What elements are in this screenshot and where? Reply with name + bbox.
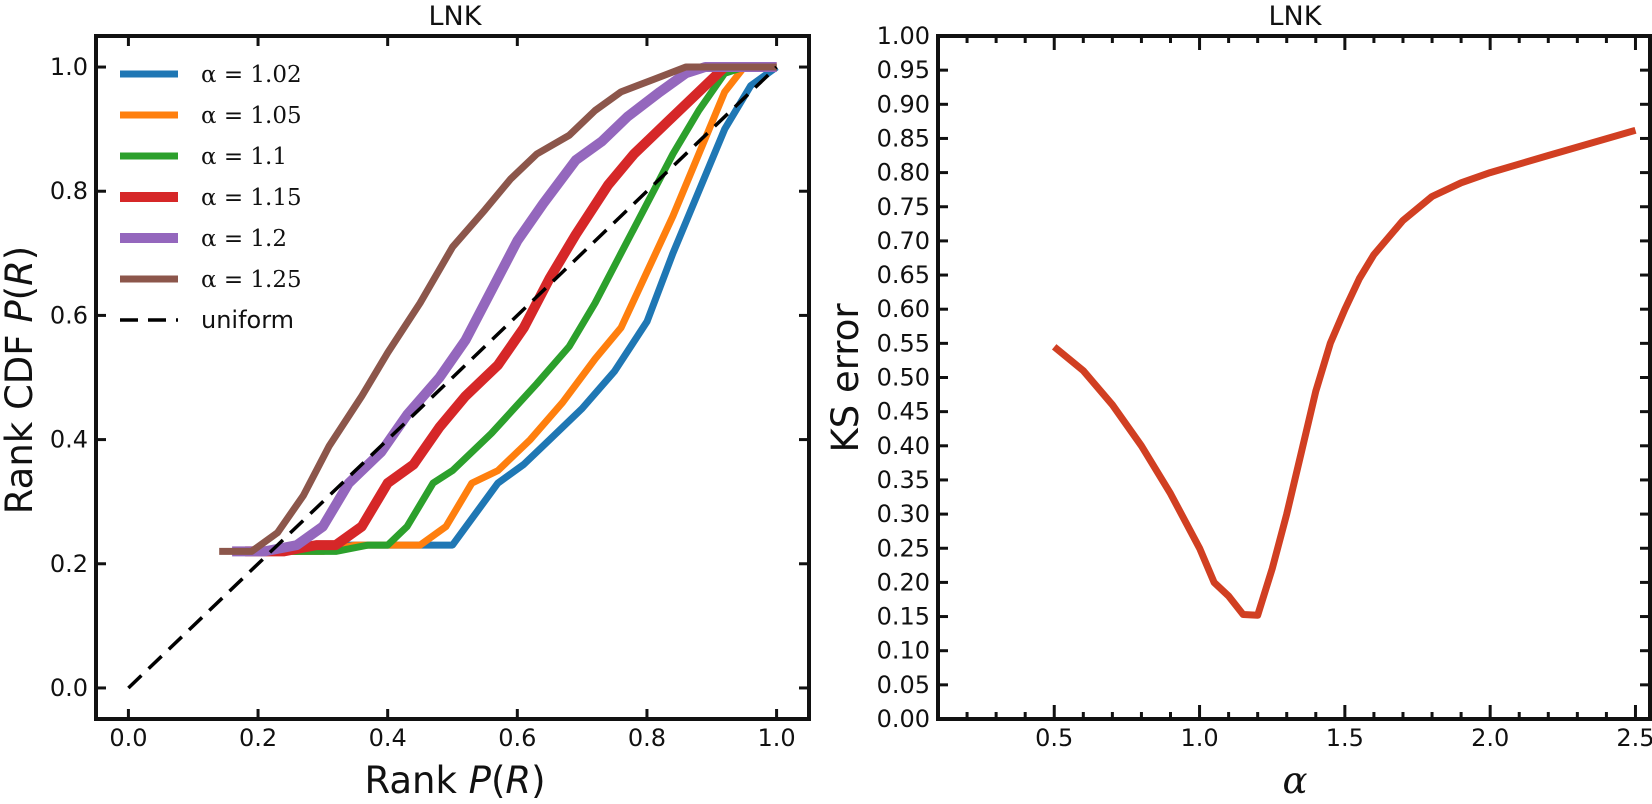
right-x-tick-label: 0.5 — [1035, 724, 1073, 752]
right-y-tick-label: 0.35 — [877, 466, 930, 494]
right-y-tick-label: 0.55 — [877, 329, 930, 357]
left-y-axis-label: Rank CDF P(R) — [0, 246, 41, 514]
right-x-tick-label: 1.0 — [1180, 724, 1218, 752]
right-y-tick-label: 0.20 — [877, 568, 930, 596]
left-xlabel-r: R — [505, 759, 531, 802]
right-y-tick-label: 0.70 — [877, 227, 930, 255]
left-y-tick-label: 0.4 — [50, 426, 88, 454]
legend-label-6: uniform — [201, 306, 294, 334]
right-y-tick-label: 0.30 — [877, 500, 930, 528]
left-y-tick-label: 0.0 — [50, 674, 88, 702]
left-series-line-2 — [271, 63, 777, 555]
right-y-tick-label: 0.05 — [877, 671, 930, 699]
legend-label-2: α = 1.1 — [201, 144, 287, 170]
left-xlabel-paren-open: ( — [491, 759, 505, 802]
left-series-line-5 — [219, 63, 777, 555]
right-x-axis-label: α — [1283, 759, 1308, 802]
right-plot-frame — [936, 34, 1652, 721]
right-y-tick-label: 0.40 — [877, 432, 930, 460]
left-xlabel-prefix: Rank — [364, 759, 468, 802]
right-y-tick-label: 0.85 — [877, 124, 930, 152]
left-x-tick-label: 0.8 — [628, 724, 666, 752]
right-y-tick-label: 0.60 — [877, 295, 930, 323]
right-y-tick-label: 0.45 — [877, 398, 930, 426]
left-y-tick-label: 0.6 — [50, 301, 88, 329]
left-plot-frame — [94, 34, 811, 721]
right-y-tick-label: 0.95 — [877, 56, 930, 84]
right-y-tick-label: 1.00 — [877, 22, 930, 50]
left-x-tick-label: 0.6 — [498, 724, 536, 752]
left-xlabel-paren-close: ) — [531, 759, 545, 802]
left-x-tick-label: 0.4 — [369, 724, 407, 752]
right-x-tick-label: 2.5 — [1616, 724, 1652, 752]
right-y-tick-label: 0.00 — [877, 705, 930, 733]
left-x-tick-label: 1.0 — [758, 724, 796, 752]
left-chart-title: LNK — [429, 1, 483, 32]
left-xlabel-var: P — [469, 759, 492, 802]
left-x-tick-label: 0.0 — [109, 724, 147, 752]
legend-label-0: α = 1.02 — [201, 62, 302, 88]
right-x-tick-label: 1.5 — [1326, 724, 1364, 752]
left-panel: LNK 0.0 0.2 0.4 0.6 0.8 1.0 0.0 0.2 0.4 0.6 0.8 1.0… — [0, 1, 811, 802]
left-plot-lines — [127, 62, 779, 690]
left-ylabel-prefix: Rank CDF — [0, 323, 41, 515]
left-ylabel-var: P — [0, 300, 41, 323]
legend-label-1: α = 1.05 — [201, 103, 302, 129]
legend-label-3: α = 1.15 — [201, 185, 302, 211]
right-y-tick-label: 0.90 — [877, 90, 930, 118]
legend-label-4: α = 1.2 — [201, 226, 287, 252]
left-y-tick-label: 0.2 — [50, 550, 88, 578]
left-x-axis-label: Rank P(R) — [364, 759, 545, 802]
right-y-tick-label: 0.50 — [877, 364, 930, 392]
left-x-tick-label: 0.2 — [239, 724, 277, 752]
left-series-line-6 — [127, 65, 778, 690]
legend-label-5: α = 1.25 — [201, 267, 302, 293]
left-ylabel-r: R — [0, 260, 41, 286]
left-series-line-4 — [232, 62, 777, 557]
left-series-line-3 — [245, 62, 777, 557]
right-y-tick-label: 0.10 — [877, 637, 930, 665]
right-panel: LNK 0.5 1.0 1.5 2.0 2.50.000.050.100.150.200… — [824, 1, 1652, 802]
left-ylabel-paren-close: ) — [0, 246, 41, 260]
right-plot-lines — [1051, 126, 1637, 619]
right-series-line-0 — [1051, 126, 1637, 619]
right-y-tick-label: 0.75 — [877, 193, 930, 221]
left-y-tick-label: 0.8 — [50, 177, 88, 205]
right-y-axis-label: KS error — [824, 303, 867, 453]
right-chart-title: LNK — [1269, 1, 1323, 32]
left-legend: α = 1.02 α = 1.05 α = 1.1 α = 1.15 α = 1.2 α … — [120, 62, 302, 334]
right-axis-ticks: 0.5 1.0 1.5 2.0 2.5 0.00 0.05 0.10 0.15 0.20 0.25 0… — [877, 22, 1652, 752]
left-y-tick-label: 1.0 — [50, 53, 88, 81]
right-y-tick-label: 0.65 — [877, 261, 930, 289]
right-x-tick-label: 2.0 — [1471, 724, 1509, 752]
left-ylabel-paren-open: ( — [0, 286, 41, 300]
left-axis-ticks: 0.0 0.2 0.4 0.6 0.8 1.0 0.0 0.2 0.4 0.6 0.8 1.0 — [50, 36, 809, 752]
right-y-tick-label: 0.15 — [877, 603, 930, 631]
right-y-tick-label: 0.80 — [877, 159, 930, 187]
right-y-tick-label: 0.25 — [877, 534, 930, 562]
